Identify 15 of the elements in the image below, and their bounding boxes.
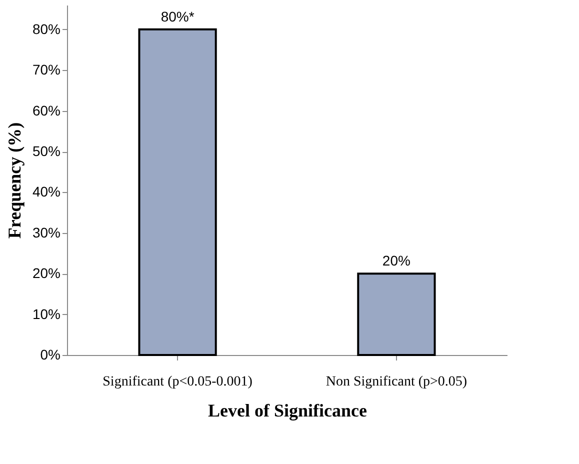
y-tick-label: 10% (32, 306, 60, 322)
y-axis-title: Frequency (%) (4, 122, 24, 239)
x-tick-label: Significant (p<0.05-0.001) (102, 374, 253, 390)
y-tick-label: 70% (32, 62, 60, 78)
y-tick-label: 80% (32, 20, 60, 37)
x-axis-title: Level of Significance (208, 400, 367, 420)
y-tick-label: 40% (32, 184, 60, 200)
y-tick-label: 60% (32, 102, 60, 118)
y-tick-label: 30% (32, 224, 60, 240)
y-tick-label: 50% (32, 143, 60, 160)
y-tick-label: 20% (32, 265, 60, 282)
data-label: 20% (382, 252, 410, 269)
x-tick-label: Non Significant (p>0.05) (326, 374, 468, 390)
y-tick-label: 0% (40, 346, 60, 362)
data-label: 80%* (160, 8, 195, 24)
